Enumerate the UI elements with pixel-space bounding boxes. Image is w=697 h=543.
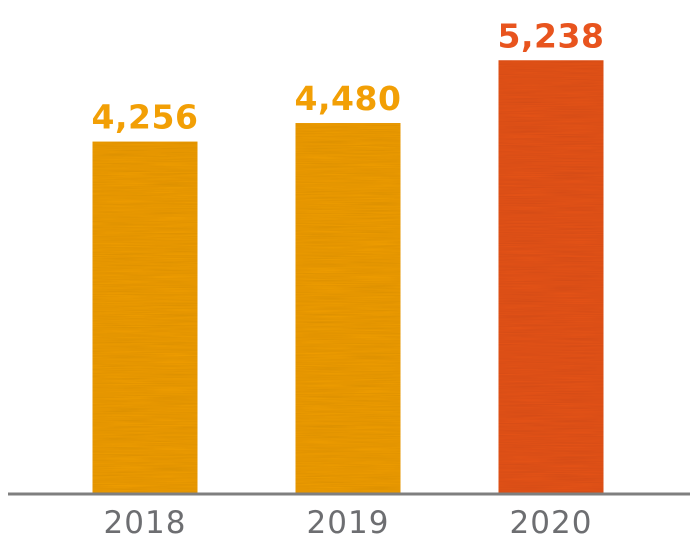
- value-label-2020: 5,238: [498, 16, 605, 55]
- x-tick-label-2019: 2019: [307, 505, 390, 541]
- value-label-2019: 4,480: [295, 79, 402, 118]
- value-label-2018: 4,256: [92, 98, 199, 137]
- x-tick-label-2020: 2020: [510, 505, 593, 541]
- bar-2020: [498, 60, 604, 495]
- value-label-group: 4,256 4,480 5,238: [92, 16, 605, 137]
- x-tick-label-2018: 2018: [104, 505, 187, 541]
- bar-group: [92, 60, 604, 495]
- bar-2019: [295, 123, 401, 494]
- bar-2018: [92, 141, 198, 494]
- x-tick-label-group: 2018 2019 2020: [104, 505, 593, 541]
